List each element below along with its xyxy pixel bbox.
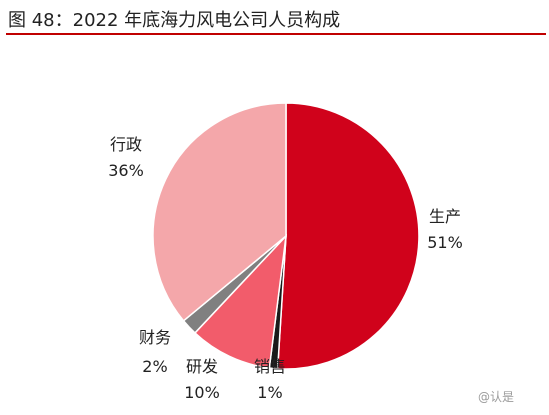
slice-name-label: 研发	[186, 357, 218, 376]
slice-value-label: 1%	[257, 383, 282, 402]
pie-slice	[152, 102, 287, 322]
slice-name-label: 行政	[110, 135, 142, 154]
slice-value-label: 2%	[142, 357, 167, 376]
watermark: @认是	[478, 390, 515, 404]
slice-value-label: 36%	[108, 161, 144, 180]
slice-value-label: 51%	[427, 233, 463, 252]
figure-title: 图 48：2022 年底海力风电公司人员构成	[8, 10, 341, 31]
slice-name-label: 财务	[139, 328, 171, 347]
slice-name-label: 生产	[429, 207, 461, 226]
pie-slice	[276, 102, 420, 370]
slice-name-label: 销售	[254, 357, 286, 376]
pie-slice	[193, 233, 288, 369]
slice-value-label: 10%	[184, 383, 220, 402]
title-divider	[6, 33, 546, 35]
